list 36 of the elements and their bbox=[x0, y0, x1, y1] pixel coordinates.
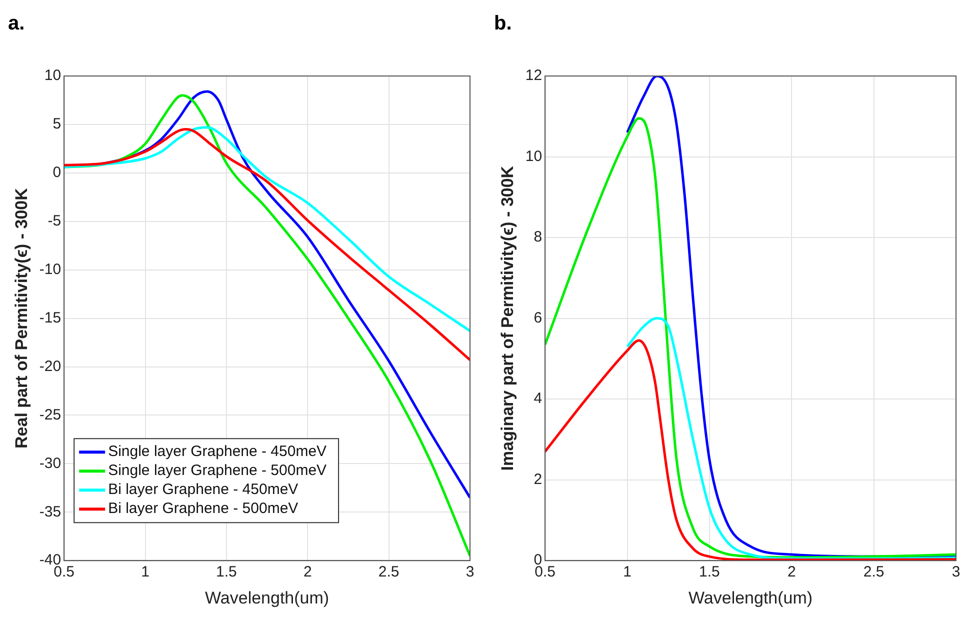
y-tick-label: 10 bbox=[44, 67, 62, 84]
y-tick-label: -20 bbox=[39, 358, 62, 375]
x-tick-label: 2.5 bbox=[378, 564, 400, 581]
x-tick-label: 1.5 bbox=[699, 564, 720, 581]
x-axis-title: Wavelength(um) bbox=[688, 588, 813, 608]
y-tick-label: -15 bbox=[39, 309, 62, 326]
x-axis-title: Wavelength(um) bbox=[204, 588, 330, 608]
y-tick-label: 6 bbox=[534, 309, 542, 326]
y-tick-label: 5 bbox=[52, 116, 62, 133]
x-tick-label: 3 bbox=[466, 564, 474, 581]
x-tick-label: 3 bbox=[952, 564, 960, 581]
y-tick-label: -35 bbox=[39, 503, 62, 520]
y-tick-label: 0 bbox=[52, 164, 62, 182]
x-tick-label: 1.5 bbox=[216, 564, 237, 581]
y-tick-label: 4 bbox=[534, 390, 542, 408]
legend-label: Bi layer Graphene - 500meV bbox=[108, 500, 298, 518]
legend-label: Bi layer Graphene - 450meV bbox=[108, 481, 298, 498]
y-tick-label: -5 bbox=[48, 212, 62, 230]
y-tick-label: -10 bbox=[39, 260, 62, 278]
x-tick-label: 1 bbox=[623, 564, 632, 581]
y-tick-label: 12 bbox=[525, 67, 542, 84]
x-tick-label: 1 bbox=[141, 564, 150, 581]
y-tick-label: -25 bbox=[39, 406, 62, 424]
legend-label: Single layer Graphene - 450meV bbox=[108, 443, 327, 460]
y-tick-label: 10 bbox=[525, 148, 542, 165]
chart-title: b. bbox=[494, 12, 512, 35]
x-tick-label: 2.5 bbox=[863, 564, 884, 581]
x-tick-label: 2 bbox=[303, 564, 312, 581]
chart-title: a. bbox=[8, 12, 25, 35]
legend-label: Single layer Graphene - 500meV bbox=[108, 462, 327, 480]
y-tick-label: -30 bbox=[39, 454, 62, 472]
y-tick-label: 8 bbox=[534, 228, 542, 246]
y-axis-title: Imaginary part of Permitivity(ϵ) - 300K bbox=[498, 165, 517, 471]
y-axis-title: Real part of Permitivity(ϵ) - 300K bbox=[12, 187, 31, 448]
y-tick-label: 2 bbox=[534, 470, 542, 488]
x-tick-label: 2 bbox=[787, 564, 796, 581]
